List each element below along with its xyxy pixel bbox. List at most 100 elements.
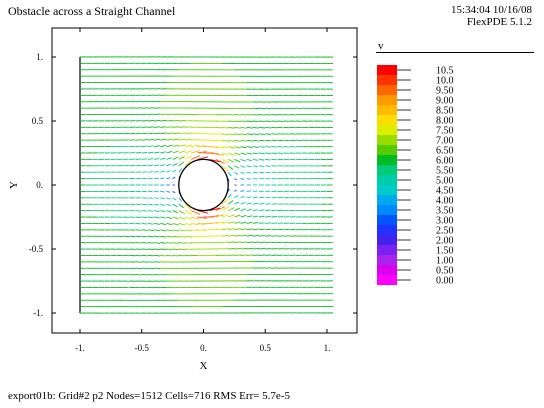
velocity-vector bbox=[172, 144, 179, 148]
velocity-vector bbox=[227, 165, 234, 170]
velocity-vector bbox=[252, 146, 259, 148]
velocity-vector bbox=[227, 158, 235, 163]
velocity-vector bbox=[160, 157, 166, 160]
velocity-vector bbox=[234, 247, 241, 250]
y-tick-label: 1. bbox=[36, 52, 43, 62]
velocity-vector bbox=[184, 235, 192, 238]
velocity-vector bbox=[191, 216, 200, 220]
velocity-vector bbox=[259, 228, 265, 231]
velocity-vector bbox=[259, 152, 265, 155]
velocity-vector bbox=[178, 229, 186, 232]
y-tick-label: -0.5 bbox=[29, 244, 44, 254]
velocity-vector bbox=[178, 248, 186, 251]
velocity-vector bbox=[246, 254, 253, 256]
velocity-vector bbox=[172, 210, 179, 214]
velocity-vector bbox=[227, 171, 232, 177]
velocity-vector bbox=[166, 119, 173, 122]
velocity-vector bbox=[234, 221, 241, 224]
velocity-vector bbox=[246, 165, 252, 168]
velocity-vector bbox=[184, 222, 193, 226]
velocity-vector bbox=[265, 209, 271, 212]
velocity-vector bbox=[265, 235, 272, 237]
legend-underline bbox=[376, 52, 534, 53]
velocity-vector bbox=[234, 158, 241, 163]
velocity-vector bbox=[178, 138, 186, 141]
velocity-vector bbox=[197, 210, 209, 214]
velocity-vector bbox=[246, 221, 253, 224]
velocity-vector bbox=[190, 155, 201, 160]
velocity-vector bbox=[166, 138, 173, 141]
velocity-vector bbox=[221, 206, 230, 211]
velocity-vector bbox=[252, 247, 260, 250]
velocity-vector bbox=[228, 228, 236, 231]
velocity-vector bbox=[221, 221, 230, 224]
velocity-vector bbox=[160, 132, 167, 135]
velocity-vector bbox=[246, 247, 253, 250]
velocity-vector bbox=[178, 132, 186, 135]
velocity-vector bbox=[252, 171, 258, 174]
legend-swatch bbox=[377, 115, 397, 125]
velocity-vector bbox=[271, 146, 278, 148]
velocity-vector bbox=[147, 203, 154, 206]
velocity-vector bbox=[147, 210, 154, 212]
velocity-vector bbox=[259, 133, 266, 135]
velocity-vector bbox=[166, 216, 173, 219]
velocity-vector bbox=[259, 241, 266, 244]
velocity-vector bbox=[265, 158, 271, 161]
velocity-vector bbox=[240, 247, 247, 250]
legend-level-label: 7.00 bbox=[436, 136, 454, 147]
velocity-vector bbox=[154, 203, 160, 206]
velocity-vector bbox=[259, 209, 265, 212]
velocity-vector bbox=[166, 210, 172, 213]
velocity-vector bbox=[141, 210, 148, 212]
plot-frame bbox=[51, 27, 358, 334]
velocity-vector bbox=[178, 216, 186, 220]
legend-swatch bbox=[377, 95, 397, 105]
velocity-vector bbox=[221, 126, 229, 129]
velocity-vector bbox=[147, 229, 154, 231]
velocity-vector bbox=[265, 241, 272, 244]
velocity-vector bbox=[147, 126, 154, 128]
velocity-vector bbox=[178, 203, 184, 209]
velocity-vector bbox=[172, 126, 180, 128]
velocity-vector bbox=[190, 210, 201, 215]
velocity-vector bbox=[160, 177, 165, 180]
velocity-vector bbox=[259, 146, 265, 148]
velocity-vector bbox=[265, 133, 272, 135]
velocity-vector bbox=[166, 144, 173, 148]
velocity-vector bbox=[234, 201, 240, 205]
legend-level-label: 2.50 bbox=[436, 226, 454, 237]
legend-swatch bbox=[377, 165, 397, 175]
velocity-vector bbox=[234, 133, 241, 136]
velocity-vector bbox=[178, 156, 185, 160]
velocity-vector bbox=[240, 165, 246, 168]
y-tick-label: -1. bbox=[33, 308, 43, 318]
legend-level-label: 8.50 bbox=[436, 106, 454, 117]
velocity-vector bbox=[172, 156, 179, 160]
velocity-vector bbox=[240, 190, 245, 192]
velocity-vector bbox=[246, 133, 253, 136]
velocity-vector bbox=[259, 165, 265, 167]
velocity-vector bbox=[228, 214, 235, 218]
velocity-vector bbox=[215, 221, 224, 224]
velocity-vector bbox=[228, 152, 235, 156]
velocity-vector bbox=[147, 248, 154, 250]
velocity-vector bbox=[259, 235, 266, 237]
velocity-vector bbox=[160, 145, 167, 148]
velocity-vector bbox=[246, 208, 253, 212]
velocity-vector bbox=[252, 235, 259, 237]
velocity-vector bbox=[178, 197, 183, 202]
velocity-vector bbox=[166, 203, 172, 207]
velocity-vector bbox=[141, 242, 148, 244]
velocity-vector bbox=[147, 216, 154, 219]
software-version: FlexPDE 5.1.2 bbox=[466, 16, 532, 28]
velocity-vector bbox=[172, 235, 180, 238]
velocity-vector bbox=[240, 146, 247, 149]
velocity-vector bbox=[234, 171, 239, 175]
velocity-vector bbox=[209, 158, 221, 163]
velocity-vector bbox=[178, 126, 186, 128]
velocity-vector bbox=[191, 132, 199, 135]
legend-swatch bbox=[377, 265, 397, 275]
velocity-vector bbox=[160, 138, 167, 141]
velocity-vector bbox=[184, 126, 192, 128]
